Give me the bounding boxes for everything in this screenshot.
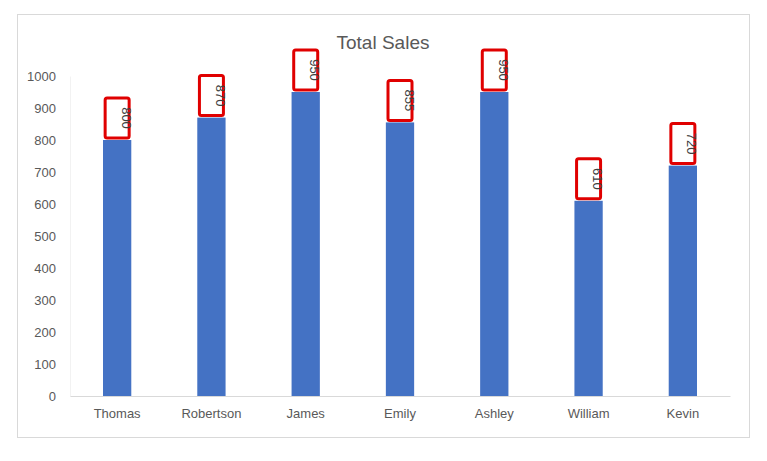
x-tick: Kevin [667, 396, 700, 421]
y-tick: 800 [34, 133, 70, 148]
data-label: 855 [402, 90, 417, 112]
y-tick-label: 1000 [27, 69, 56, 84]
x-tick: Ashley [475, 396, 515, 421]
x-tick-label: Robertson [181, 406, 241, 421]
y-tick: 900 [34, 101, 70, 116]
bars [103, 92, 697, 396]
bar [292, 92, 320, 396]
bar [574, 201, 602, 396]
data-labels: 800 870 950 855 950 610 720 [105, 50, 699, 199]
x-tick: Robertson [181, 396, 241, 421]
data-label: 610 [590, 168, 605, 190]
y-tick: 500 [34, 229, 70, 244]
x-tick-label: Ashley [475, 406, 515, 421]
y-tick-label: 100 [34, 357, 56, 372]
y-tick-label: 600 [34, 197, 56, 212]
y-tick: 400 [34, 261, 70, 276]
y-tick: 0 [49, 389, 70, 404]
x-tick-label: James [287, 406, 326, 421]
data-label: 950 [307, 59, 322, 81]
bar [480, 92, 508, 396]
bar [669, 166, 697, 396]
x-axis: Thomas Robertson James Emily Ashley William Ke… [71, 396, 731, 421]
x-axis-line [71, 396, 731, 397]
bar [197, 118, 225, 396]
y-tick: 300 [34, 293, 70, 308]
y-axis: 0 100 200 300 400 500 600 700 800 900 1000 [27, 69, 70, 404]
chart-title: Total Sales [337, 32, 430, 53]
y-tick-label: 400 [34, 261, 56, 276]
x-tick-label: Emily [384, 406, 416, 421]
chart-frame [18, 15, 750, 438]
y-tick: 200 [34, 325, 70, 340]
y-tick: 1000 [27, 69, 70, 84]
x-tick: Thomas [94, 396, 141, 421]
y-tick-label: 200 [34, 325, 56, 340]
y-axis-line [70, 77, 71, 397]
y-tick-label: 300 [34, 293, 56, 308]
x-tick: James [287, 396, 326, 421]
x-tick-label: Kevin [667, 406, 700, 421]
data-label: 720 [684, 133, 699, 155]
x-tick: Emily [384, 396, 416, 421]
x-tick-label: William [568, 406, 610, 421]
x-tick-label: Thomas [94, 406, 141, 421]
y-tick: 100 [34, 357, 70, 372]
data-label: 800 [119, 107, 134, 129]
bar [103, 140, 131, 396]
data-label: 950 [496, 59, 511, 81]
y-tick-label: 500 [34, 229, 56, 244]
x-tick: William [568, 396, 610, 421]
y-tick-label: 900 [34, 101, 56, 116]
chart: Total Sales 0 100 200 300 400 500 600 700 800 900 1… [0, 0, 767, 461]
y-tick: 700 [34, 165, 70, 180]
y-tick-label: 0 [49, 389, 56, 404]
y-tick-label: 700 [34, 165, 56, 180]
y-tick: 600 [34, 197, 70, 212]
bar [386, 122, 414, 396]
y-tick-label: 800 [34, 133, 56, 148]
data-label: 870 [213, 85, 228, 107]
